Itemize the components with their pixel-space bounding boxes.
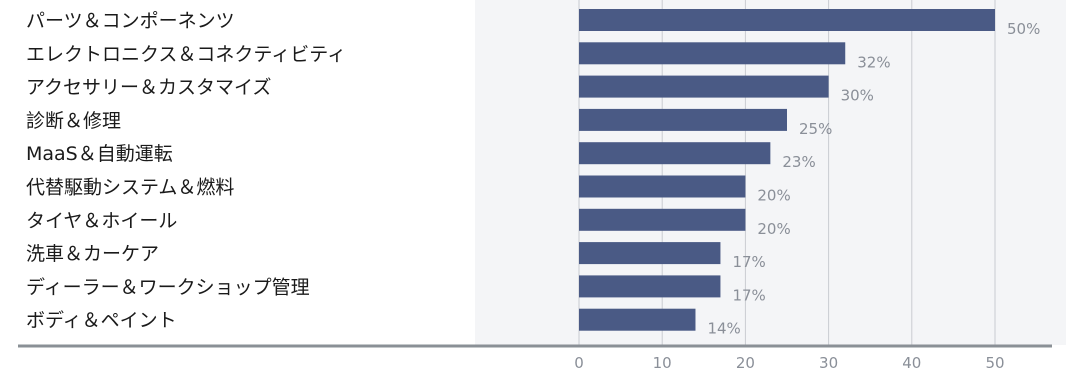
value-label: 23% <box>782 153 815 171</box>
bar <box>579 308 696 331</box>
category-label: パーツ＆コンポーネンツ <box>26 10 235 32</box>
bar <box>579 142 771 165</box>
category-label: アクセサリー＆カスタマイズ <box>26 77 271 99</box>
value-label: 20% <box>757 187 790 205</box>
value-label: 17% <box>732 253 765 271</box>
x-tick-label: 40 <box>902 354 921 372</box>
category-label: ボディ＆ペイント <box>26 310 177 332</box>
category-label: 診断＆修理 <box>26 110 121 132</box>
bar <box>579 9 995 31</box>
x-tick-label: 20 <box>736 354 755 372</box>
category-label: 代替駆動システム＆燃料 <box>26 177 234 199</box>
bar <box>579 242 721 265</box>
category-label: 洗車＆カーケア <box>26 243 159 265</box>
bar <box>579 75 829 98</box>
value-labels: 50% 32% 30% 25% 23% 20% 20% 17% 17% 14% <box>707 20 1040 338</box>
x-tick-label: 50 <box>985 354 1004 372</box>
category-label: エレクトロニクス＆コネクティビティ <box>26 43 346 65</box>
value-label: 30% <box>841 87 874 105</box>
bar <box>579 42 846 65</box>
category-label: MaaS＆自動運転 <box>26 143 173 165</box>
value-label: 32% <box>857 53 890 71</box>
bar <box>579 275 721 298</box>
x-tick-label: 10 <box>653 354 672 372</box>
bar <box>579 175 746 198</box>
value-label: 25% <box>799 120 832 138</box>
category-labels: パーツ＆コンポーネンツエレクトロニクス＆コネクティビティアクセサリー＆カスタマイ… <box>26 10 346 332</box>
bar <box>579 108 787 131</box>
x-tick-label: 30 <box>819 354 838 372</box>
bar <box>579 208 746 231</box>
value-label: 20% <box>757 220 790 238</box>
value-label: 14% <box>707 320 740 338</box>
category-label: ディーラー＆ワークショップ管理 <box>26 276 310 298</box>
value-label: 50% <box>1007 20 1040 38</box>
x-tick-labels: 0 10 20 30 40 50 <box>574 354 1004 372</box>
category-label: タイヤ＆ホイール <box>26 210 177 232</box>
x-tick-label: 0 <box>574 354 584 372</box>
value-label: 17% <box>732 286 765 304</box>
bars <box>579 9 995 331</box>
